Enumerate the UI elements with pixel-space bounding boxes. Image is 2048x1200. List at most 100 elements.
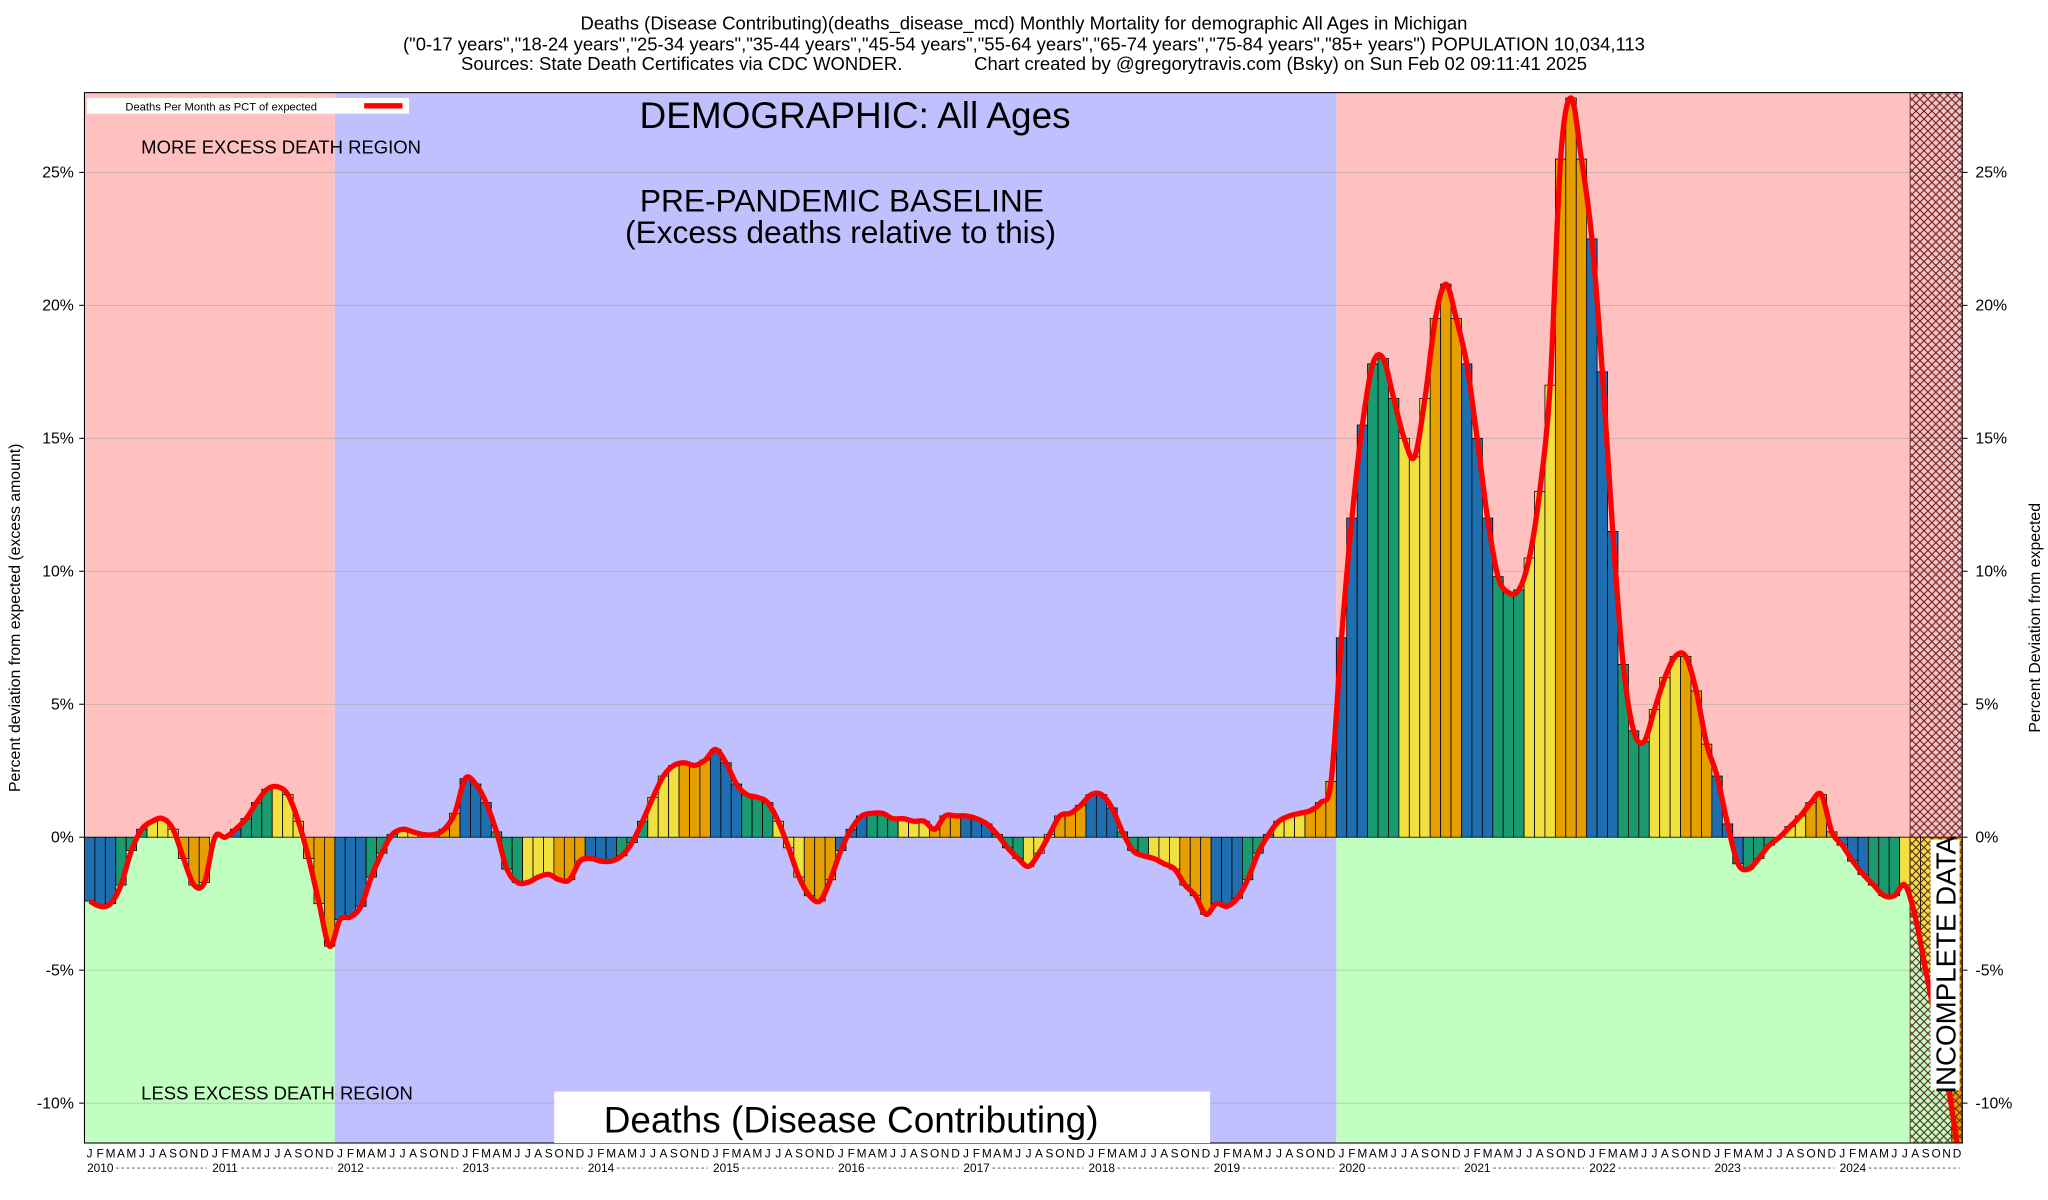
x-tick-label: S: [420, 1147, 428, 1161]
x-tick-label: J: [514, 1147, 520, 1161]
x-tick-label: S: [294, 1147, 302, 1161]
x-tick-label: F: [1599, 1147, 1606, 1161]
x-tick-label: M: [1858, 1147, 1868, 1161]
year-label: 2015: [713, 1161, 740, 1175]
x-tick-label: D: [325, 1147, 334, 1161]
x-tick-label: O: [1681, 1147, 1690, 1161]
bar: [1294, 812, 1306, 838]
x-tick-label: M: [627, 1147, 637, 1161]
y-tick-label: 10%: [42, 564, 74, 581]
x-tick-label: F: [96, 1147, 103, 1161]
year-label: 2012: [337, 1161, 363, 1175]
x-tick-label: O: [1055, 1147, 1064, 1161]
y2-tick-label: 20%: [1975, 298, 2007, 315]
x-tick-label: M: [1483, 1147, 1493, 1161]
y-tick-label: 5%: [51, 697, 74, 714]
x-tick-label: M: [126, 1147, 136, 1161]
x-tick-label: A: [1786, 1147, 1794, 1161]
x-tick-label: O: [1806, 1147, 1815, 1161]
x-tick-label: J: [1652, 1147, 1658, 1161]
x-tick-label: D: [1327, 1147, 1336, 1161]
x-tick-label: M: [857, 1147, 867, 1161]
bar: [94, 836, 106, 907]
x-tick-label: F: [347, 1147, 354, 1161]
bar: [344, 836, 357, 918]
x-tick-label: F: [973, 1147, 980, 1161]
x-tick-label: J: [1276, 1147, 1282, 1161]
x-tick-label: N: [690, 1147, 699, 1161]
bar: [1513, 589, 1525, 838]
x-tick-label: J: [1526, 1147, 1532, 1161]
x-tick-label: F: [472, 1147, 479, 1161]
x-tick-label: M: [1629, 1147, 1639, 1161]
y-tick-label: 20%: [42, 298, 74, 315]
x-tick-label: N: [1817, 1147, 1826, 1161]
x-tick-label: A: [1661, 1147, 1669, 1161]
x-tick-label: D: [701, 1147, 710, 1161]
x-tick-label: S: [1296, 1147, 1304, 1161]
bar: [689, 765, 701, 838]
x-tick-label: M: [377, 1147, 387, 1161]
year-label: 2017: [963, 1161, 989, 1175]
bar: [1502, 592, 1515, 838]
x-tick-label: S: [670, 1147, 678, 1161]
x-tick-label: N: [1442, 1147, 1451, 1161]
x-tick-label: A: [1536, 1147, 1544, 1161]
x-tick-label: N: [1066, 1147, 1075, 1161]
bar: [522, 836, 534, 883]
x-tick-label: J: [1151, 1147, 1157, 1161]
x-tick-label: A: [785, 1147, 793, 1161]
x-tick-label: A: [1870, 1147, 1878, 1161]
x-tick-label: A: [910, 1147, 918, 1161]
year-label: 2010: [87, 1161, 114, 1175]
y2-tick-label: -5%: [1975, 962, 2003, 979]
more-region-label: MORE EXCESS DEATH REGION: [141, 136, 421, 157]
x-tick-label: J: [650, 1147, 656, 1161]
y2-tick-label: 5%: [1975, 697, 1998, 714]
bars: [84, 97, 1963, 1144]
x-tick-label: J: [1516, 1147, 1522, 1161]
x-tick-label: A: [868, 1147, 876, 1161]
x-tick-label: A: [493, 1147, 501, 1161]
x-tick-label: A: [1035, 1147, 1043, 1161]
x-tick-label: F: [1724, 1147, 1731, 1161]
year-label: 2024: [1840, 1161, 1867, 1175]
x-tick-label: J: [1266, 1147, 1272, 1161]
x-tick-label: M: [1357, 1147, 1367, 1161]
bar: [668, 765, 680, 838]
x-tick-label: A: [117, 1147, 125, 1161]
x-tick-label: M: [1608, 1147, 1618, 1161]
x-tick-label: J: [713, 1147, 719, 1161]
bar: [751, 796, 763, 838]
incomplete-label: INCOMPLETE DATA: [1931, 836, 1962, 1094]
x-tick-label: A: [1744, 1147, 1752, 1161]
x-tick-label: J: [890, 1147, 896, 1161]
x-tick-label: J: [1641, 1147, 1647, 1161]
x-tick-label: O: [680, 1147, 689, 1161]
x-tick-label: D: [951, 1147, 960, 1161]
x-tick-label: A: [1160, 1147, 1168, 1161]
x-tick-label: A: [1285, 1147, 1293, 1161]
x-tick-label: J: [149, 1147, 155, 1161]
y-tick-label: -10%: [37, 1095, 74, 1112]
bar: [1586, 238, 1598, 838]
x-tick-label: M: [1754, 1147, 1764, 1161]
x-tick-label: M: [106, 1147, 116, 1161]
x-tick-label: M: [252, 1147, 262, 1161]
bar: [1461, 363, 1473, 838]
year-label: 2011: [212, 1161, 238, 1175]
bar: [84, 836, 96, 902]
x-tick-label: A: [409, 1147, 417, 1161]
x-tick-label: M: [878, 1147, 888, 1161]
x-tick-label: J: [963, 1147, 969, 1161]
x-tick-label: S: [920, 1147, 928, 1161]
legend-box: [87, 97, 410, 114]
bar: [1450, 318, 1462, 838]
x-tick-label: S: [1797, 1147, 1805, 1161]
x-tick-label: O: [805, 1147, 814, 1161]
x-tick-label: F: [1348, 1147, 1355, 1161]
x-tick-label: N: [565, 1147, 574, 1161]
x-tick-label: F: [1223, 1147, 1230, 1161]
bar: [1429, 318, 1442, 838]
bar: [543, 836, 555, 875]
